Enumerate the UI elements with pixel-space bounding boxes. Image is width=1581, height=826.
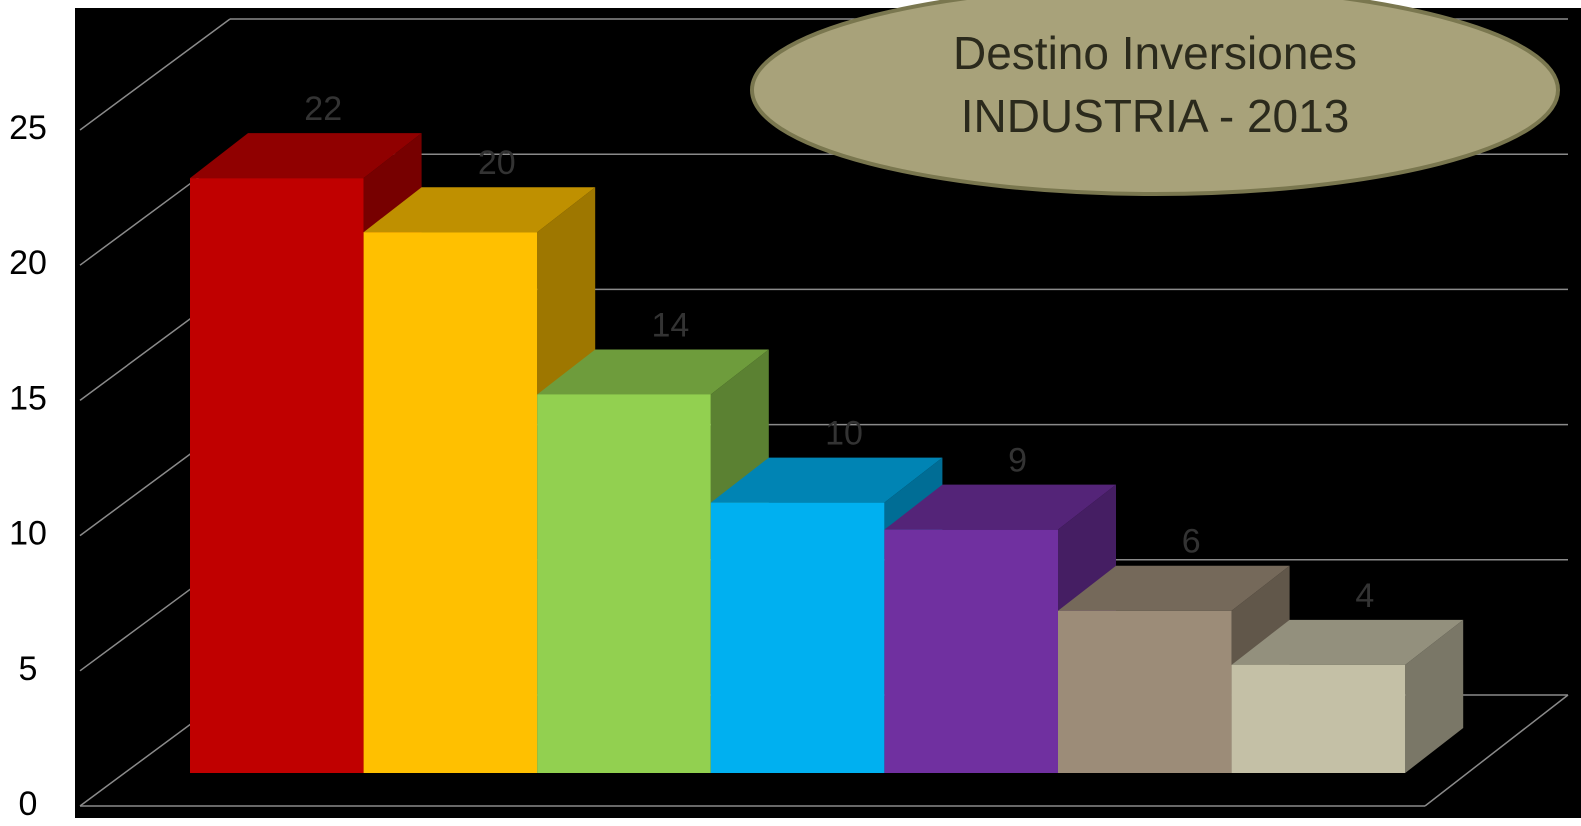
bar-top: [190, 133, 422, 179]
data-label: 10: [825, 415, 863, 453]
data-label: 4: [1355, 577, 1374, 615]
y-tick-label: 20: [9, 244, 47, 282]
data-label: 9: [1008, 442, 1027, 480]
bar-front: [190, 178, 364, 773]
y-tick-label: 5: [19, 650, 38, 688]
bar: [1231, 619, 1464, 773]
y-tick-label: 15: [9, 379, 47, 417]
bar-front: [710, 502, 885, 773]
y-tick-label: 0: [19, 785, 38, 823]
bar-top: [884, 484, 1116, 530]
bar-front: [537, 394, 711, 773]
bar-front: [884, 529, 1058, 773]
data-label: 22: [304, 90, 342, 128]
title-ellipse: [750, 0, 1560, 196]
bar-side: [1405, 619, 1464, 773]
bar-top: [1231, 619, 1464, 665]
data-label: 14: [651, 306, 689, 344]
bar: [884, 484, 1116, 773]
data-label: 6: [1182, 523, 1201, 561]
bar-top: [1058, 565, 1290, 611]
bar-front: [363, 232, 538, 773]
bar-front: [1058, 610, 1232, 773]
y-tick-label: 10: [9, 515, 47, 553]
grid-line: [79, 18, 231, 131]
chart-title: Destino Inversiones: [953, 27, 1357, 79]
data-label: 20: [478, 144, 516, 182]
bar-top: [537, 349, 769, 395]
chart-title: INDUSTRIA - 2013: [961, 90, 1350, 142]
bar-top: [710, 457, 943, 503]
bar: [1058, 565, 1290, 773]
floor-edge: [1424, 694, 1569, 807]
title-box: Destino Inversiones INDUSTRIA - 2013: [750, 0, 1560, 196]
bar-front: [1231, 664, 1406, 773]
bars: [190, 133, 1464, 773]
labels: 0 5 10 15 20 25 22 20 14 10 9 6 4: [9, 90, 1374, 823]
bar-top: [363, 187, 596, 233]
y-tick-label: 25: [9, 109, 47, 147]
